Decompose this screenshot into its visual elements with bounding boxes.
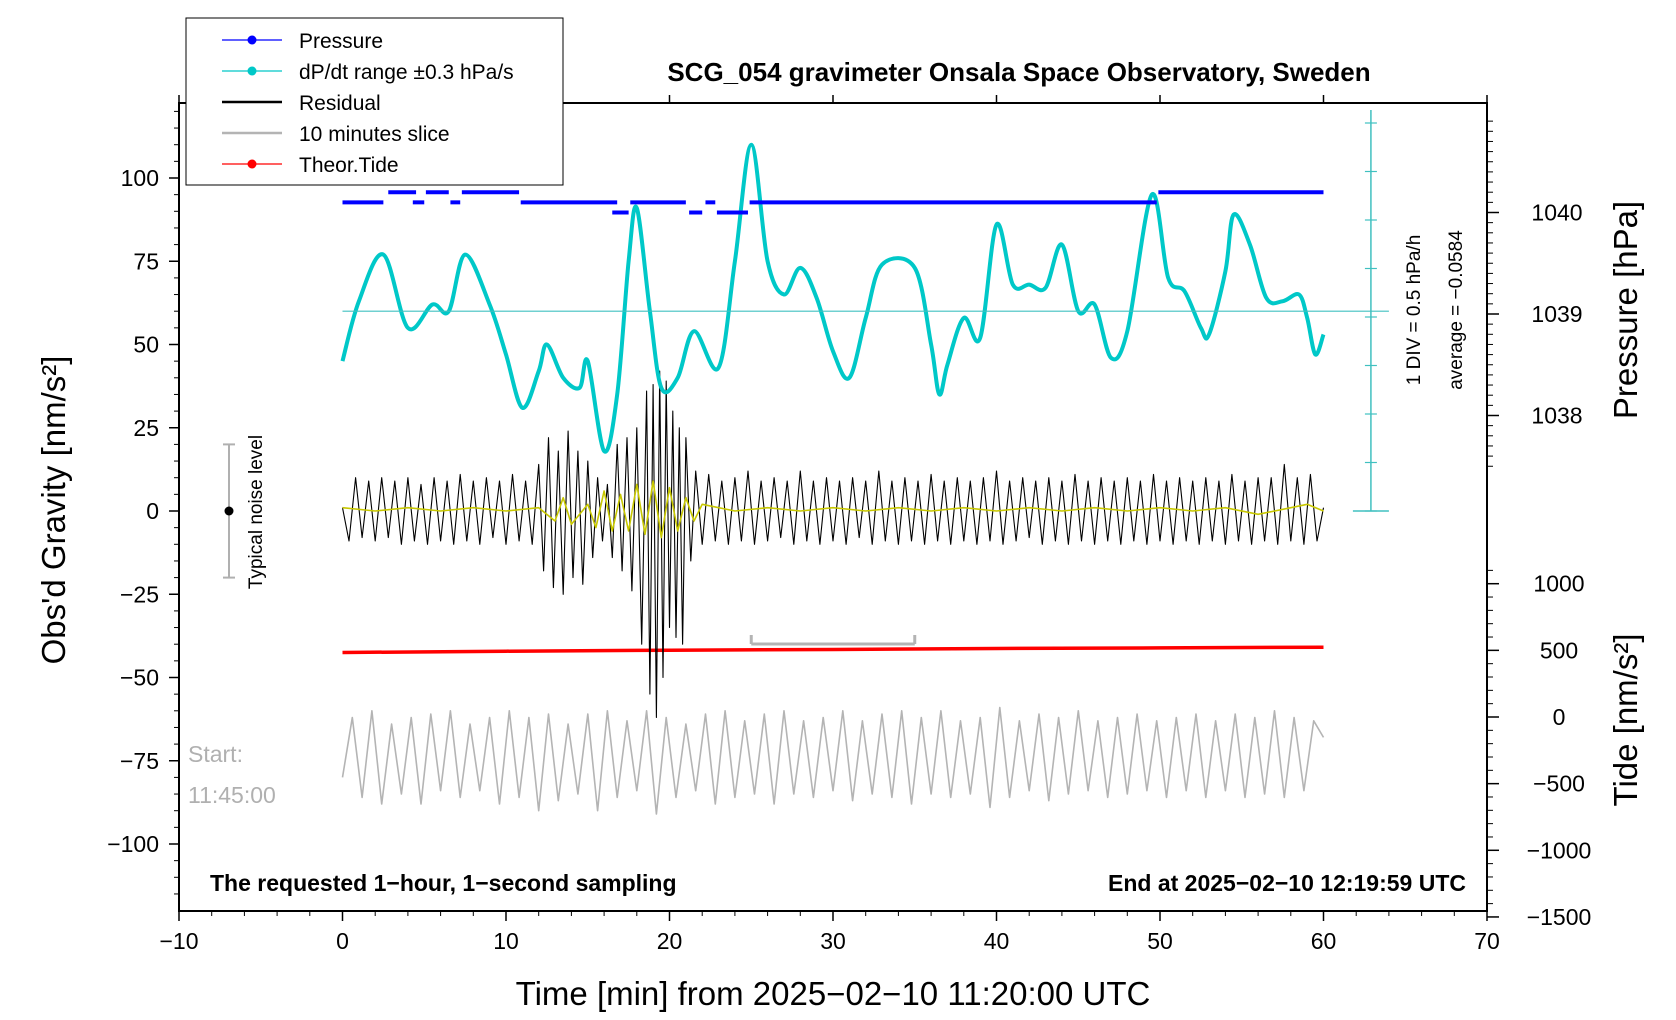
series-dp-dt-range-0-3-hpa-s (340, 142, 1326, 454)
x-tick-label: 0 (336, 928, 349, 954)
x-tick-label: 10 (493, 928, 519, 954)
x-tick-label: 30 (820, 928, 846, 954)
x-tick-label: 70 (1474, 928, 1500, 954)
series-residual (341, 370, 1325, 719)
x-tick-label: 40 (984, 928, 1010, 954)
noise-level-label: Typical noise level (246, 435, 267, 589)
x-tick-label: −10 (159, 928, 198, 954)
dpdt-average-label: average = −0.0584 (1446, 230, 1467, 390)
y-left-tick-label: −75 (120, 748, 159, 774)
legend-label: 10 minutes slice (299, 123, 450, 146)
legend-label: Theor.Tide (299, 154, 399, 177)
y-left-tick-label: 50 (133, 332, 159, 358)
noise-level-marker (223, 443, 235, 579)
y-left-tick-label: 0 (146, 498, 159, 524)
x-tick-label: 50 (1147, 928, 1173, 954)
tide-tick-label: −500 (1533, 771, 1585, 797)
legend: Pressure dP/dt range ±0.3 hPa/s Residual 10… (185, 17, 564, 186)
legend-marker (247, 66, 257, 76)
x-tick-label: 20 (657, 928, 683, 954)
tide-tick-label: 0 (1553, 704, 1566, 730)
series-theor-tide (342, 645, 1324, 655)
legend-marker (247, 159, 257, 169)
series-layer (340, 142, 1326, 815)
tide-tick-label: −1500 (1527, 904, 1592, 930)
pressure-tick-label: 1040 (1531, 200, 1582, 226)
start-label: Start: (188, 741, 243, 767)
tide-tick-label: 500 (1540, 637, 1578, 663)
tide-tick-label: −1000 (1527, 837, 1592, 863)
y-axis-tide-label: Tide [nm/s²] (1607, 634, 1644, 807)
chart-title: SCG_054 gravimeter Onsala Space Observat… (667, 57, 1370, 87)
x-tick-label: 60 (1311, 928, 1337, 954)
dpdt-scale-label: 1 DIV = 0.5 hPa/h (1404, 235, 1425, 386)
y-axis-left-label: Obs'd Gravity [nm/s²] (35, 356, 72, 665)
series-residual-smoothed (342, 480, 1324, 539)
tide-tick-label: 1000 (1533, 571, 1584, 597)
noise-center-dot (224, 506, 234, 516)
legend-label: Pressure (299, 30, 383, 53)
start-time: 11:45:00 (188, 782, 276, 808)
y-left-tick-label: −50 (120, 665, 159, 691)
y-left-tick-label: 25 (133, 415, 159, 441)
end-time-note: End at 2025−02−10 12:19:59 UTC (1108, 870, 1466, 896)
y-left-tick-label: −100 (107, 831, 159, 857)
series-10-minutes-slice (341, 706, 1325, 815)
y-left-tick-label: −25 (120, 581, 159, 607)
axis-ticks: −10 0 10 20 30 40 50 60 701007550250−25−50−75−10… (107, 95, 1591, 954)
legend-marker (247, 35, 257, 45)
sampling-note: The requested 1−hour, 1−second sampling (210, 870, 677, 896)
pressure-tick-label: 1039 (1531, 301, 1582, 327)
y-axis-pressure-label: Pressure [hPa] (1607, 201, 1644, 419)
y-left-tick-label: 100 (121, 165, 159, 191)
dpdt-scale-axis (342, 110, 1389, 512)
legend-label: dP/dt range ±0.3 hPa/s (299, 61, 514, 84)
x-axis-label: Time [min] from 2025−02−10 11:20:00 UTC (516, 975, 1151, 1012)
y-left-tick-label: 75 (133, 248, 159, 274)
pressure-tick-label: 1038 (1531, 403, 1582, 429)
legend-label: Residual (299, 92, 381, 115)
